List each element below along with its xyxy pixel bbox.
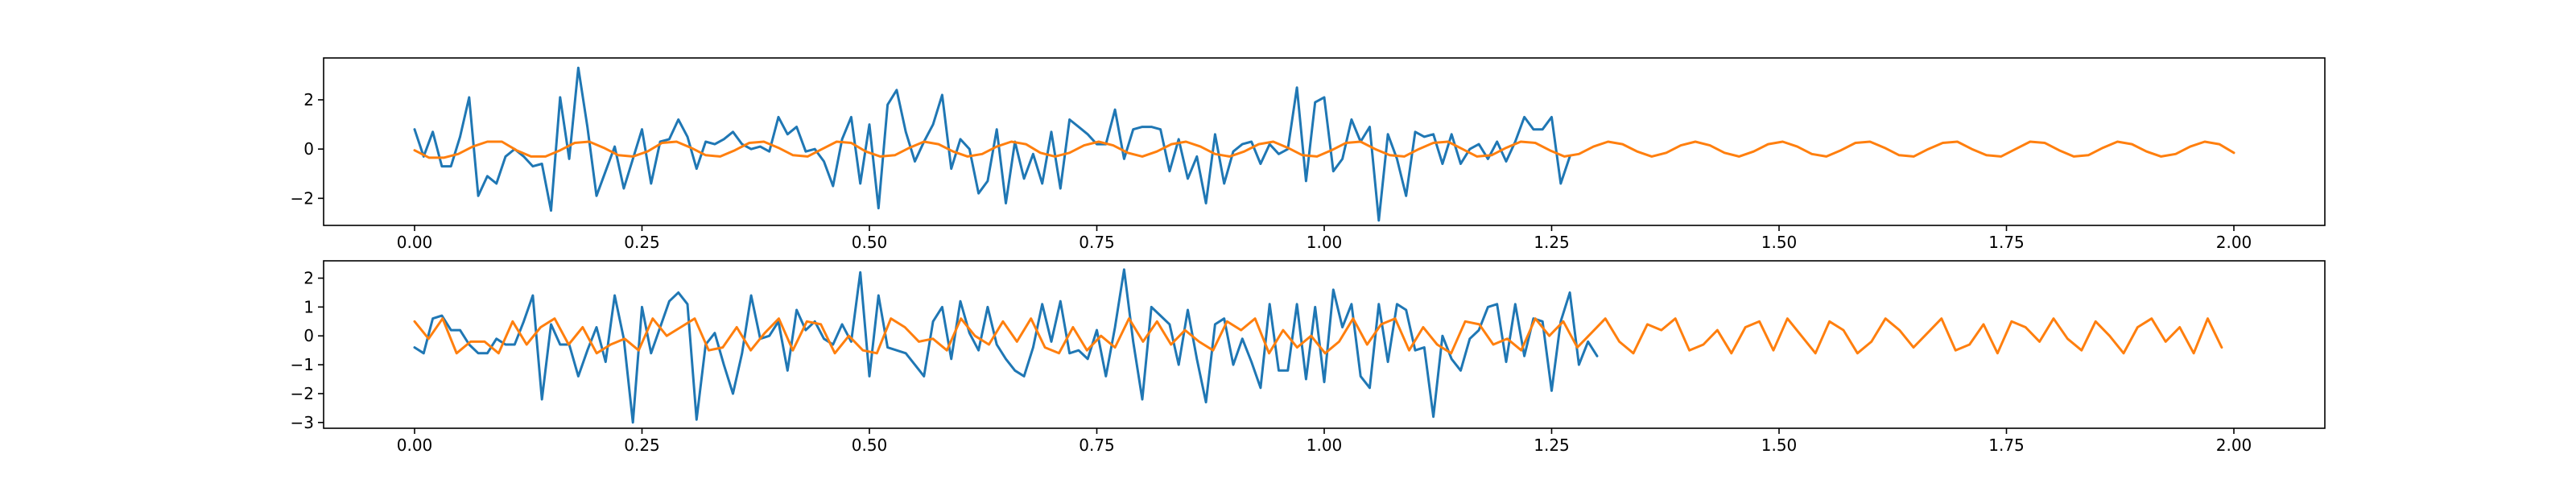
x-tick-label: 1.50 [1761,436,1798,455]
x-tick-label: 0.25 [624,436,660,455]
y-tick-label: 0 [303,139,314,159]
x-tick-label: 1.75 [1988,436,2025,455]
y-tick-label: 2 [303,90,314,109]
x-tick-label: 0.75 [1079,233,1115,252]
series-line-0 [413,66,1571,222]
x-tick-label: 2.00 [2216,436,2252,455]
x-tick-label: 1.75 [1988,233,2025,252]
x-tick-label: 1.00 [1307,233,1343,252]
x-tick-label: 0.50 [852,233,888,252]
series-line-1 [413,140,2235,159]
y-tick-label: −2 [291,188,314,208]
y-tick-label: 2 [303,269,314,288]
x-tick-label: 0.00 [397,436,433,455]
y-tick-label: −3 [291,413,314,432]
y-tick-label: 0 [303,326,314,345]
x-tick-label: 1.25 [1534,233,1570,252]
x-tick-label: 1.00 [1307,436,1343,455]
x-tick-label: 1.25 [1534,436,1570,455]
subplot-bottom: 0.00 0.25 0.50 0.75 1.00 1.25 1.50 1.75 2.00 −3 −2… [291,260,2326,455]
x-tick-label: 2.00 [2216,233,2252,252]
series-line-0 [413,268,1599,424]
y-tick-label: −1 [291,355,314,374]
series-line-1 [413,317,2223,355]
x-tick-label: 0.75 [1079,436,1115,455]
y-tick-label: −2 [291,384,314,403]
x-tick-label: 1.50 [1761,233,1798,252]
x-tick-label: 0.50 [852,436,888,455]
x-tick-label: 0.25 [624,233,660,252]
y-tick-label: 1 [303,297,314,316]
subplot-top: 0.00 0.25 0.50 0.75 1.00 1.25 1.50 1.75 2.00 −2 0 2 [291,57,2326,252]
x-tick-label: 0.00 [397,233,433,252]
